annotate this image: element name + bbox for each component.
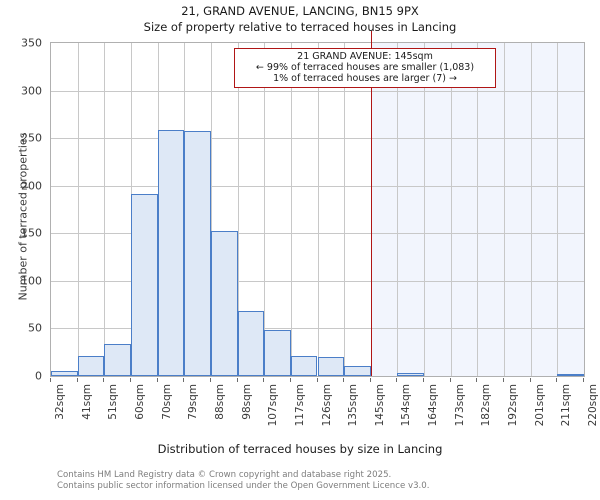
annotation-line-3: 1% of terraced houses are larger (7) → [273, 73, 457, 84]
y-axis-tick-label: 150 [21, 226, 42, 240]
x-axis-tick-label: 164sqm [427, 384, 440, 427]
x-axis-tick-mark [583, 378, 584, 382]
histogram-bar [557, 374, 584, 376]
x-axis-tick-label: 182sqm [480, 384, 493, 427]
histogram-bar [344, 365, 371, 376]
gridline-vertical [424, 43, 426, 376]
chart-subtitle: Size of property relative to terraced ho… [143, 20, 457, 34]
x-axis-tick-mark [289, 378, 291, 382]
histogram-bar [104, 343, 131, 376]
histogram-bar [51, 371, 78, 376]
histogram-bars [51, 43, 584, 376]
gridline-vertical [557, 43, 559, 376]
gridline-vertical [344, 43, 346, 376]
gridline-vertical [210, 43, 212, 376]
x-axis-tick-mark [236, 378, 238, 382]
y-axis-tick-label: 200 [21, 179, 42, 193]
gridline-vertical [504, 43, 506, 376]
x-axis-tick-label: 60sqm [133, 384, 146, 420]
x-axis: 32sqm 41sqm 51sqm 60sqm 70sqm 79sqm 88sqm 98sqm… [50, 378, 599, 440]
x-axis-tick-mark [50, 378, 51, 382]
y-axis-tick-label: 0 [35, 369, 42, 383]
y-axis-tick-label: 100 [21, 274, 42, 288]
x-axis-tick-label: 88sqm [213, 384, 226, 420]
x-axis-tick-mark [343, 378, 345, 382]
histogram-bar [210, 231, 238, 376]
y-axis-tick-label: 350 [21, 36, 42, 50]
x-axis-tick-label: 211sqm [560, 384, 573, 427]
x-axis-tick-mark [76, 378, 78, 382]
x-axis-tick-label: 32sqm [54, 384, 66, 420]
footer-line-1: Contains HM Land Registry data © Crown c… [57, 470, 392, 480]
histogram-bar [397, 373, 425, 376]
x-axis-tick-label: 154sqm [400, 384, 413, 427]
x-axis-tick-mark [529, 378, 531, 382]
gridline-vertical [264, 43, 266, 376]
histogram-bar [130, 194, 158, 376]
annotation-line-2: ← 99% of terraced houses are smaller (1,… [255, 62, 475, 73]
x-axis-tick-mark [476, 378, 478, 382]
x-axis-tick-label: 51sqm [107, 384, 120, 420]
x-axis-tick-mark [129, 378, 131, 382]
property-marker-line [370, 31, 373, 376]
histogram-bar [290, 356, 318, 376]
x-axis-tick-mark [209, 378, 211, 382]
gridline-vertical [77, 43, 79, 376]
histogram-bar [237, 311, 265, 376]
x-axis-tick-mark [183, 378, 185, 382]
annotation-line-1: 21 GRAND AVENUE: 145sqm [297, 51, 433, 62]
x-axis-tick-label: 145sqm [373, 384, 386, 427]
x-axis-tick-label: 117sqm [293, 384, 306, 427]
gridline-vertical [450, 43, 452, 376]
x-axis-tick-mark [449, 378, 451, 382]
histogram-bar [77, 356, 105, 376]
footer: Contains HM Land Registry data © Crown c… [57, 470, 597, 491]
x-axis-tick-label: 192sqm [507, 384, 520, 427]
x-axis-tick-mark [396, 378, 398, 382]
histogram-bar [264, 330, 291, 376]
y-axis-tick-label: 300 [21, 84, 42, 98]
x-axis-tick-mark [503, 378, 505, 382]
x-axis-tick-label: 70sqm [160, 384, 173, 420]
gridline-vertical [477, 43, 479, 376]
x-axis-label: Distribution of terraced houses by size … [157, 442, 443, 456]
x-axis-tick-label: 41sqm [80, 384, 93, 420]
x-axis-tick-label: 220sqm [587, 384, 599, 427]
x-axis-tick-mark [156, 378, 158, 382]
chart-title: 21, GRAND AVENUE, LANCING, BN15 9PX [181, 4, 419, 18]
footer-line-2: Contains public sector information licen… [57, 480, 430, 491]
y-axis-tick-label: 250 [21, 131, 42, 145]
gridline-vertical [530, 43, 532, 376]
y-axis: Number of terraced properties 0 50 100 150 2… [0, 37, 46, 383]
x-axis-tick-mark [263, 378, 265, 382]
gridline-vertical [290, 43, 292, 376]
x-axis-tick-label: 98sqm [240, 384, 253, 420]
gridline-vertical [237, 43, 239, 376]
x-axis-tick-label: 126sqm [320, 384, 333, 427]
title-block: 21, GRAND AVENUE, LANCING, BN15 9PX Size… [0, 4, 600, 35]
x-axis-tick-mark [556, 378, 558, 382]
x-axis-tick-label: 135sqm [347, 384, 360, 427]
x-axis-tick-label: 79sqm [187, 384, 200, 420]
x-axis-tick-mark [103, 378, 105, 382]
gridline-vertical [317, 43, 319, 376]
x-axis-tick-mark [423, 378, 425, 382]
y-axis-label: Number of terraced properties [16, 132, 30, 301]
x-axis-tick-label: 107sqm [267, 384, 280, 427]
plot-area [50, 31, 585, 377]
y-axis-tick-label: 50 [28, 321, 42, 335]
annotation-box: 21 GRAND AVENUE: 145sqm ← 99% of terrace… [234, 48, 496, 88]
x-axis-tick-label: 201sqm [533, 384, 546, 427]
histogram-bar [184, 130, 211, 376]
x-axis-tick-mark [369, 378, 371, 382]
x-axis-tick-label: 173sqm [453, 384, 466, 427]
x-axis-tick-mark [316, 378, 318, 382]
histogram-bar [157, 129, 185, 376]
histogram-bar [317, 356, 345, 376]
gridline-vertical [104, 43, 106, 376]
gridline-vertical [397, 43, 399, 376]
